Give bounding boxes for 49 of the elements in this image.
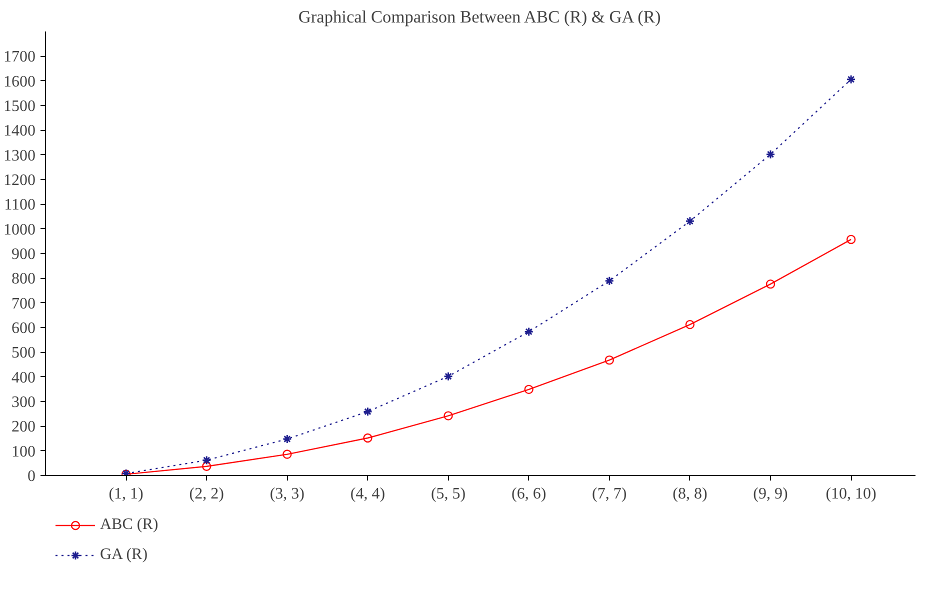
y-tick-label: 400 [12,369,36,386]
y-tick-label: 900 [12,246,36,263]
point [444,372,454,382]
point [202,462,212,471]
point [685,320,695,330]
point [846,74,856,84]
y-tick-label: 1300 [4,147,36,164]
x-tick-label: (4, 4) [350,486,386,502]
y-tick-label: 1400 [4,122,36,140]
point [524,384,534,394]
y-tick-label: 0 [28,468,36,485]
point [282,434,292,444]
x-tick-label: (5, 5) [430,486,466,502]
x-tick-label: (10, 10) [826,486,876,502]
legend-label: GA (R) [100,546,148,564]
point [685,216,695,226]
point [524,326,534,336]
x-tick-label: (2, 2) [189,486,224,502]
chart-title: Graphical Comparison Between ABC (R) & GA (R) [298,8,661,26]
x-tick-label: (3, 3) [270,486,304,502]
point [362,406,372,416]
y-tick-label: 700 [12,295,36,312]
y-tick-label: 1500 [4,98,36,115]
y-tick-label: 100 [12,443,36,460]
point [282,450,292,459]
point [846,234,856,244]
y-tick-label: 1700 [4,48,36,66]
x-tick-label: (6, 6) [512,486,546,502]
point [604,355,614,365]
legend-label: ABC (R) [100,516,158,534]
y-tick-label: 600 [12,320,36,337]
point [202,455,212,465]
y-tick-label: 500 [12,344,36,362]
y-tick-label: 800 [12,270,36,288]
point [444,411,453,420]
x-tick-label: (7, 7) [592,486,627,502]
point [766,279,776,289]
y-tick-label: 300 [12,394,36,411]
point [766,150,776,160]
y-tick-label: 200 [12,418,36,436]
y-tick-label: 1200 [4,172,36,189]
x-tick-label: (9, 9) [753,486,788,502]
x-tick-label: (1, 1) [108,486,144,502]
point [363,433,372,443]
x-tick-label: (8, 8) [672,486,708,502]
y-tick-label: 1000 [4,221,36,238]
y-tick-label: 1600 [4,73,36,90]
point [604,276,614,286]
y-tick-label: 1100 [4,196,36,214]
